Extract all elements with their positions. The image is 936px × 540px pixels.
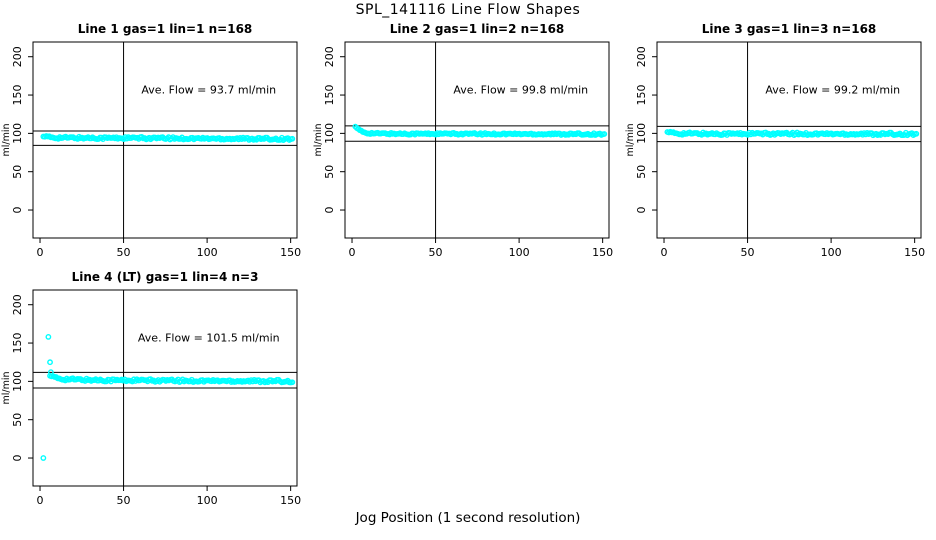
panel-3-reference-lines xyxy=(657,42,921,238)
x-tick-label: 50 xyxy=(741,246,755,259)
x-tick-label: 50 xyxy=(117,246,131,259)
x-tick-label: 50 xyxy=(429,246,443,259)
y-tick-label: 0 xyxy=(635,207,648,214)
figure-title: SPL_141116 Line Flow Shapes xyxy=(355,2,581,18)
y-tick-label: 100 xyxy=(323,123,336,144)
y-tick-label: 150 xyxy=(323,85,336,106)
x-tick-label: 0 xyxy=(37,246,44,259)
panel-2-plot: 0 50 100 150 0 50 100 150 200 ml/min Line 2 gas=1 … xyxy=(313,22,613,259)
ave-flow-annotation: Ave. Flow = 99.8 ml/min xyxy=(453,84,588,97)
x-tick-label: 0 xyxy=(349,246,356,259)
y-tick-label: 200 xyxy=(11,294,24,315)
panel-title: Line 4 (LT) gas=1 lin=4 n=3 xyxy=(72,270,259,284)
panel-3-plot: 0 50 100 150 0 50 100 150 200 ml/min Line 3 gas=1 … xyxy=(625,22,925,259)
x-tick-label: 100 xyxy=(197,494,218,507)
y-tick-label: 0 xyxy=(11,207,24,214)
y-tick-label: 100 xyxy=(11,371,24,392)
data-point xyxy=(289,135,296,142)
y-tick-label: 50 xyxy=(11,165,24,179)
y-tick-label: 150 xyxy=(11,85,24,106)
panel-title: Line 1 gas=1 lin=1 n=168 xyxy=(78,22,253,36)
panel-4-plot: 0 50 100 150 0 50 100 150 200 ml/min Line 4 (LT) g… xyxy=(1,270,301,507)
y-tick-label: 200 xyxy=(11,46,24,67)
x-tick-label: 0 xyxy=(661,246,668,259)
panel-3-axes: 0 50 100 150 0 50 100 150 200 ml/min xyxy=(625,46,925,259)
data-point xyxy=(913,130,920,137)
panel-4-axes: 0 50 100 150 0 50 100 150 200 ml/min xyxy=(1,294,301,507)
outlier-point xyxy=(47,359,53,366)
y-tick-label: 150 xyxy=(11,333,24,354)
ave-flow-annotation: Ave. Flow = 93.7 ml/min xyxy=(141,84,276,97)
y-tick-label: 150 xyxy=(635,85,648,106)
x-tick-label: 100 xyxy=(509,246,530,259)
y-tick-label: 200 xyxy=(635,46,648,67)
panel-4-reference-lines xyxy=(33,290,297,486)
ave-flow-annotation: Ave. Flow = 99.2 ml/min xyxy=(765,84,900,97)
y-tick-label: 200 xyxy=(323,46,336,67)
y-tick-label: 100 xyxy=(11,123,24,144)
panel-1-plot: 0 50 100 150 0 50 100 150 200 ml/min Line 1 gas=1 … xyxy=(1,22,301,259)
x-tick-label: 100 xyxy=(197,246,218,259)
panel-4-data-points xyxy=(40,334,296,461)
plot-box xyxy=(656,41,922,239)
y-axis-label: ml/min xyxy=(313,123,324,156)
y-axis-label: ml/min xyxy=(1,371,12,404)
x-tick-label: 150 xyxy=(280,494,301,507)
x-tick-label: 100 xyxy=(821,246,842,259)
x-tick-label: 50 xyxy=(117,494,131,507)
panel-title: Line 3 gas=1 lin=3 n=168 xyxy=(702,22,877,36)
ave-flow-annotation: Ave. Flow = 101.5 ml/min xyxy=(138,332,280,345)
data-point xyxy=(289,379,296,386)
x-tick-label: 150 xyxy=(904,246,925,259)
x-tick-label: 150 xyxy=(280,246,301,259)
y-tick-label: 50 xyxy=(635,165,648,179)
y-tick-label: 50 xyxy=(323,165,336,179)
y-tick-label: 100 xyxy=(635,123,648,144)
outlier-point xyxy=(40,455,47,461)
x-tick-label: 0 xyxy=(37,494,44,507)
y-tick-label: 0 xyxy=(323,207,336,214)
panel-1-axes: 0 50 100 150 0 50 100 150 200 ml/min xyxy=(1,46,301,259)
panel-3-data-points xyxy=(664,128,920,139)
panel-2-axes: 0 50 100 150 0 50 100 150 200 ml/min xyxy=(313,46,613,259)
x-tick-label: 150 xyxy=(592,246,613,259)
y-axis-label: ml/min xyxy=(625,123,636,156)
panel-2-reference-lines xyxy=(345,42,609,238)
outlier-point xyxy=(45,334,52,340)
outlier-point xyxy=(47,369,54,376)
panel-title: Line 2 gas=1 lin=2 n=168 xyxy=(390,22,565,36)
y-axis-label: ml/min xyxy=(1,123,12,156)
plot-box xyxy=(32,289,298,487)
x-axis-label: Jog Position (1 second resolution) xyxy=(355,510,581,526)
data-point xyxy=(601,131,608,137)
panel-2-data-points xyxy=(352,123,608,138)
y-tick-label: 50 xyxy=(11,413,24,427)
panel-1-data-points xyxy=(40,133,296,144)
plot-box xyxy=(344,41,610,239)
plot-box xyxy=(32,41,298,239)
y-tick-label: 0 xyxy=(11,455,24,462)
